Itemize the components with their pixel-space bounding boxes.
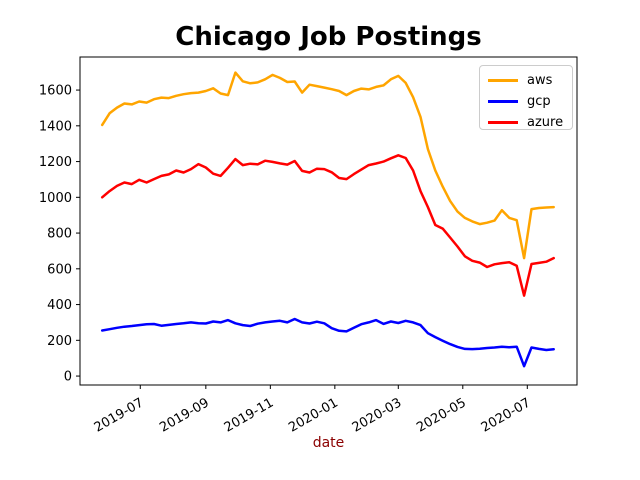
chart-title: Chicago Job Postings: [175, 22, 482, 52]
series-line-azure: [100, 154, 555, 297]
y-tick-label: 1400: [39, 119, 72, 134]
y-tick-label: 0: [64, 370, 72, 385]
x-tick-label: 2019-11: [222, 395, 277, 435]
legend-swatch-azure: [488, 121, 518, 124]
plot-border: [79, 56, 578, 386]
x-tick-label: 2020-05: [414, 395, 469, 435]
x-tick-label: 2020-07: [479, 395, 534, 435]
y-tick-label: 1000: [39, 191, 72, 206]
legend-label-aws: aws: [527, 73, 553, 88]
x-tick-label: 2020-01: [286, 395, 341, 435]
y-tick-label: 400: [47, 298, 72, 313]
legend: aws gcp azure: [479, 65, 573, 130]
x-tick-label: 2019-07: [92, 395, 147, 435]
y-tick-label: 1200: [39, 155, 72, 170]
y-tick-label: 800: [47, 227, 72, 242]
x-axis-label: date: [312, 435, 345, 451]
legend-item-gcp: gcp: [488, 91, 572, 112]
legend-label-gcp: gcp: [527, 94, 551, 109]
legend-item-aws: aws: [488, 70, 572, 91]
series-line-gcp: [100, 317, 555, 368]
legend-label-azure: azure: [527, 115, 564, 130]
series-line-aws: [100, 71, 555, 260]
legend-item-azure: azure: [488, 112, 572, 133]
x-tick-label: 2019-09: [157, 395, 212, 435]
y-tick-label: 1600: [39, 84, 72, 99]
legend-swatch-aws: [488, 79, 518, 82]
legend-swatch-gcp: [488, 100, 518, 103]
y-tick-label: 200: [47, 334, 72, 349]
y-tick-label: 600: [47, 262, 72, 277]
x-tick-label: 2020-03: [350, 395, 405, 435]
